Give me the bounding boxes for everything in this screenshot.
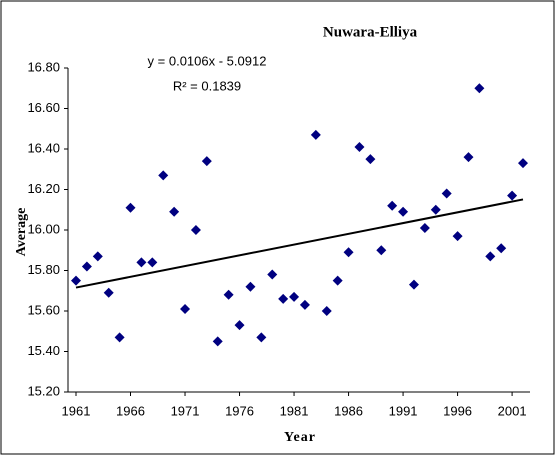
scatter-point: [278, 293, 289, 304]
scatter-point: [496, 243, 507, 254]
x-tick-label: 1971: [171, 403, 200, 418]
x-tick-label: 1996: [443, 403, 472, 418]
trend-equation: y = 0.0106x - 5.0912: [148, 53, 267, 68]
scatter-point: [114, 332, 125, 343]
scatter-point: [103, 287, 114, 298]
chart-title: Nuwara-Elliya: [323, 24, 418, 40]
x-tick-label: 1976: [225, 403, 254, 418]
scatter-point: [169, 206, 180, 217]
scatter-point: [299, 299, 310, 310]
scatter-point: [234, 320, 245, 331]
y-tick-label: 16.20: [27, 181, 60, 196]
scatter-point: [190, 225, 201, 235]
scatter-point: [212, 336, 223, 347]
scatter-point: [201, 156, 212, 167]
scatter-point: [332, 275, 343, 286]
scatter-point: [245, 281, 256, 292]
scatter-point: [354, 141, 365, 152]
x-tick-label: 1961: [62, 403, 91, 418]
y-axis-label: Average: [14, 208, 29, 257]
y-tick-label: 16.60: [27, 100, 60, 115]
scatter-point: [289, 291, 300, 302]
scatter-point: [452, 231, 463, 242]
y-tick-label: 15.80: [27, 262, 60, 277]
scatter-point: [376, 245, 387, 256]
x-tick-label: 1986: [334, 403, 363, 418]
scatter-point: [387, 200, 398, 211]
scatter-point: [223, 289, 234, 300]
x-tick-label: 1981: [280, 403, 309, 418]
x-tick-label: 2001: [498, 403, 527, 418]
scatter-point: [398, 206, 409, 217]
scatter-point: [474, 83, 485, 94]
scatter-point: [343, 247, 354, 258]
scatter-point: [419, 222, 430, 233]
scatter-point: [256, 332, 267, 343]
x-axis-label: Year: [284, 430, 316, 445]
y-tick-label: 15.40: [27, 343, 60, 358]
scatter-point: [441, 188, 452, 199]
scatter-point: [430, 204, 441, 215]
scatter-point: [92, 251, 103, 262]
scatter-point: [485, 251, 496, 262]
scatter-point: [310, 129, 321, 140]
y-tick-label: 16.00: [27, 221, 60, 236]
scatter-point: [180, 303, 191, 314]
scatter-point: [81, 261, 92, 272]
scatter-point: [321, 306, 332, 316]
scatter-point: [136, 257, 147, 268]
y-tick-label: 16.80: [27, 59, 60, 74]
scatter-point: [158, 170, 169, 181]
scatter-point: [71, 275, 81, 286]
x-tick-label: 1966: [116, 403, 145, 418]
scatter-point: [147, 257, 158, 268]
scatter-point: [507, 190, 518, 201]
scatter-point: [463, 152, 474, 163]
y-tick-label: 15.60: [27, 302, 60, 317]
scatter-point: [408, 279, 419, 290]
scatter-point: [125, 202, 136, 213]
scatter-point: [518, 158, 528, 169]
x-tick-label: 1991: [389, 403, 418, 418]
scatter-point: [365, 154, 376, 165]
y-tick-label: 15.20: [27, 383, 60, 398]
scatter-point: [267, 269, 278, 280]
y-tick-label: 16.40: [27, 140, 60, 155]
trendline: [75, 198, 524, 289]
r-squared: R² = 0.1839: [173, 78, 241, 93]
